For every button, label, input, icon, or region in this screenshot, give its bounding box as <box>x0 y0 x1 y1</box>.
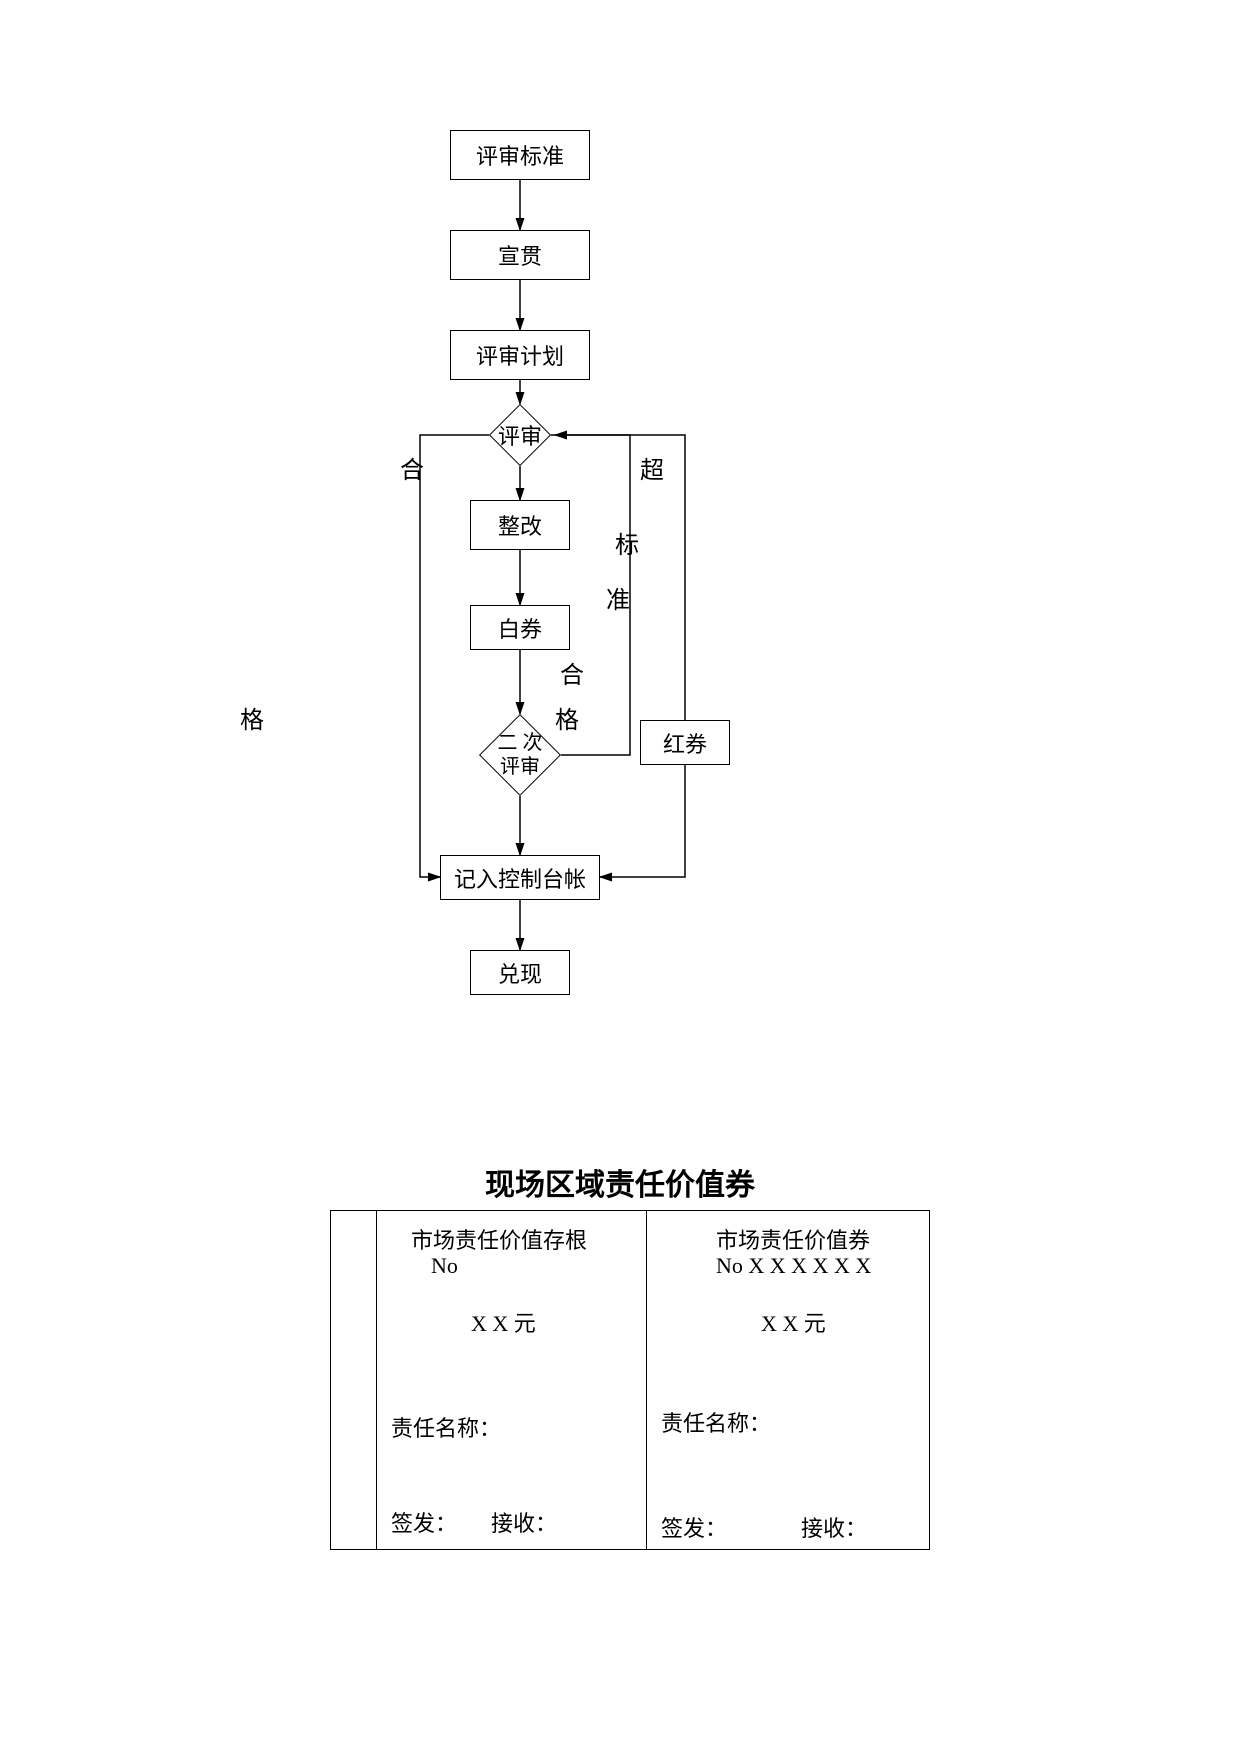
label-he2: 合 <box>560 655 584 690</box>
voucher-right-resp: 责任名称： <box>661 1406 771 1438</box>
voucher-col-divider-1 <box>376 1211 377 1549</box>
label-zhun: 准 <box>606 580 630 615</box>
node-review-plan: 评审计划 <box>450 330 590 380</box>
voucher-right-issue: 签发： <box>661 1511 727 1543</box>
voucher-left-recv: 接收： <box>491 1506 557 1538</box>
decision-second-review <box>479 714 561 796</box>
node-label: 宣贯 <box>498 239 542 271</box>
voucher-col-divider-2 <box>646 1211 647 1549</box>
voucher-title: 现场区域责任价值券 <box>0 1160 1240 1204</box>
voucher-right-no: No X X X X X X <box>716 1253 871 1279</box>
label-chao: 超 <box>640 450 664 485</box>
node-cash: 兑现 <box>470 950 570 995</box>
voucher-left-issue: 签发： <box>391 1506 457 1538</box>
voucher-right-recv: 接收： <box>801 1511 867 1543</box>
voucher-left-no: No <box>431 1253 458 1279</box>
node-label: 整改 <box>498 509 542 541</box>
node-white-voucher: 白券 <box>470 605 570 650</box>
node-ledger: 记入控制台帐 <box>440 855 600 900</box>
node-red-voucher: 红券 <box>640 720 730 765</box>
label-he: 合 <box>400 450 424 485</box>
node-label: 评审标准 <box>476 139 564 171</box>
node-label: 白券 <box>498 612 542 644</box>
label-ge: 格 <box>240 700 264 735</box>
voucher-table: 市场责任价值存根 No X X 元 责任名称： 签发： 接收： 市场责任价值券 … <box>330 1210 930 1550</box>
node-propagate: 宣贯 <box>450 230 590 280</box>
node-rectify: 整改 <box>470 500 570 550</box>
flowchart: 评审标准 宣贯 评审计划 整改 白券 红券 记入控制台帐 兑现 评审 二 次 评… <box>0 130 1240 1080</box>
voucher-left-header: 市场责任价值存根 <box>411 1223 587 1255</box>
voucher-left-resp: 责任名称： <box>391 1411 501 1443</box>
node-label: 红券 <box>663 727 707 759</box>
node-review-standard: 评审标准 <box>450 130 590 180</box>
voucher-right-amount: X X 元 <box>761 1306 826 1338</box>
document-page: 评审标准 宣贯 评审计划 整改 白券 红券 记入控制台帐 兑现 评审 二 次 评… <box>0 0 1240 1753</box>
node-label: 记入控制台帐 <box>454 862 586 894</box>
voucher-left-amount: X X 元 <box>471 1306 536 1338</box>
label-biao: 标 <box>615 525 639 560</box>
decision-review <box>489 404 551 466</box>
label-ge2: 格 <box>555 700 579 735</box>
voucher-right-header: 市场责任价值券 <box>716 1223 870 1255</box>
node-label: 兑现 <box>498 957 542 989</box>
node-label: 评审计划 <box>476 339 564 371</box>
